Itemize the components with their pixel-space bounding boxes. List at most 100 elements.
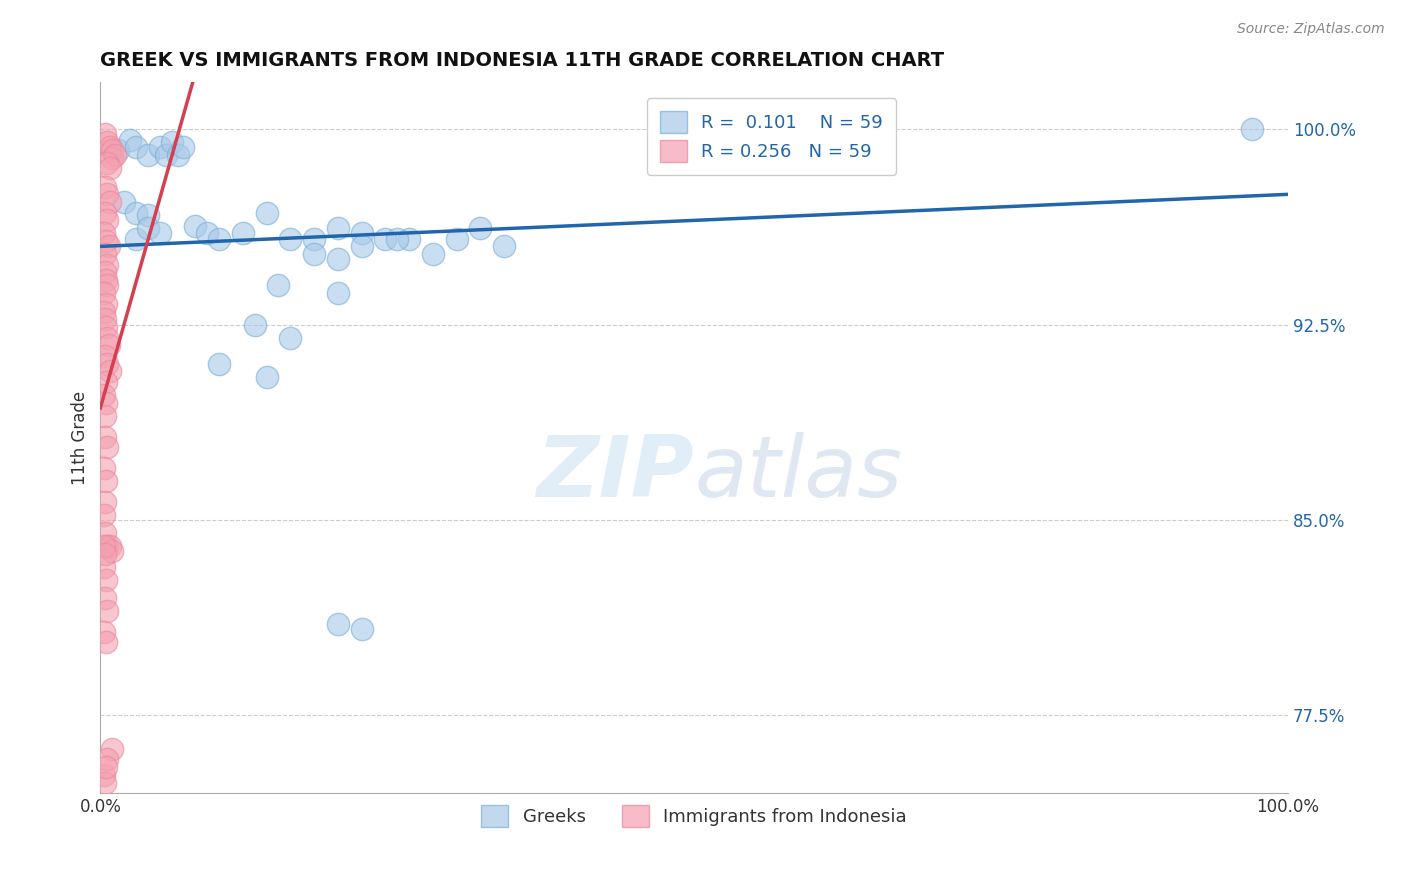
Point (94, 205, 117, 219)
Point (96, 156, 118, 170)
Text: GREEK VS IMMIGRANTS FROM INDONESIA 11TH GRADE CORRELATION CHART: GREEK VS IMMIGRANTS FROM INDONESIA 11TH … (100, 51, 945, 70)
Point (326, 221, 349, 235)
Point (166, 148, 188, 162)
Point (125, 232, 148, 246)
Point (94, 547, 117, 561)
Point (302, 247, 325, 261)
Point (101, 742, 124, 756)
Point (422, 247, 444, 261)
Point (280, 330, 302, 344)
Point (93, 508, 115, 522)
Point (387, 232, 409, 246)
Point (96, 604, 118, 618)
Point (94, 265, 117, 279)
Point (136, 148, 159, 162)
Point (494, 239, 516, 253)
Point (107, 143, 129, 157)
Point (94, 247, 117, 261)
Point (94, 179, 117, 194)
Point (98, 195, 121, 210)
Point (94, 429, 117, 443)
Point (94, 525, 117, 540)
Point (94, 128, 117, 142)
Point (208, 357, 231, 371)
Point (101, 544, 124, 558)
Point (280, 232, 302, 246)
Point (125, 205, 148, 219)
Point (96, 320, 118, 334)
Point (195, 227, 218, 241)
Point (112, 195, 135, 210)
Point (326, 252, 349, 267)
Point (93, 460, 115, 475)
Point (101, 143, 124, 157)
Point (350, 239, 373, 253)
Point (93, 388, 115, 402)
Point (96, 278, 118, 293)
Point (125, 140, 148, 154)
Point (93, 768, 115, 782)
Point (94, 494, 117, 508)
Point (155, 148, 177, 162)
Point (446, 232, 468, 246)
Point (98, 140, 121, 154)
Point (94, 312, 117, 326)
Point (149, 227, 172, 241)
Point (94, 776, 117, 790)
Text: Source: ZipAtlas.com: Source: ZipAtlas.com (1237, 22, 1385, 37)
Point (173, 140, 195, 154)
Point (96, 375, 118, 389)
Point (184, 219, 207, 233)
Point (96, 330, 118, 344)
Text: atlas: atlas (695, 432, 903, 515)
Point (256, 205, 278, 219)
Point (98, 161, 121, 176)
Point (136, 208, 159, 222)
Point (208, 232, 231, 246)
Point (374, 232, 396, 246)
Point (94, 409, 117, 423)
Point (96, 440, 118, 454)
Point (256, 369, 278, 384)
Point (398, 232, 420, 246)
Point (302, 232, 325, 246)
Point (104, 148, 127, 162)
Point (118, 133, 141, 147)
Point (470, 221, 492, 235)
Text: ZIP: ZIP (537, 432, 695, 515)
Point (96, 760, 118, 774)
Point (1241, 122, 1264, 136)
Point (94, 591, 117, 605)
Point (96, 234, 118, 248)
Point (96, 539, 118, 553)
Point (97, 239, 120, 253)
Point (97, 338, 120, 352)
Point (243, 318, 266, 332)
Y-axis label: 11th Grade: 11th Grade (72, 391, 89, 485)
Point (96, 135, 118, 149)
Point (93, 304, 115, 318)
Point (96, 187, 118, 202)
Point (96, 296, 118, 310)
Point (326, 617, 349, 632)
Point (96, 635, 118, 649)
Point (101, 151, 124, 165)
Point (160, 135, 183, 149)
Point (93, 539, 115, 553)
Point (96, 213, 118, 227)
Point (149, 140, 172, 154)
Point (96, 752, 118, 766)
Point (94, 349, 117, 363)
Point (93, 624, 115, 639)
Point (350, 227, 373, 241)
Point (96, 395, 118, 409)
Point (93, 559, 115, 574)
Legend: Greeks, Immigrants from Indonesia: Greeks, Immigrants from Indonesia (474, 797, 914, 834)
Point (136, 221, 159, 235)
Point (93, 286, 115, 301)
Point (232, 227, 254, 241)
Point (98, 539, 121, 553)
Point (96, 273, 118, 287)
Point (350, 622, 373, 636)
Point (267, 278, 290, 293)
